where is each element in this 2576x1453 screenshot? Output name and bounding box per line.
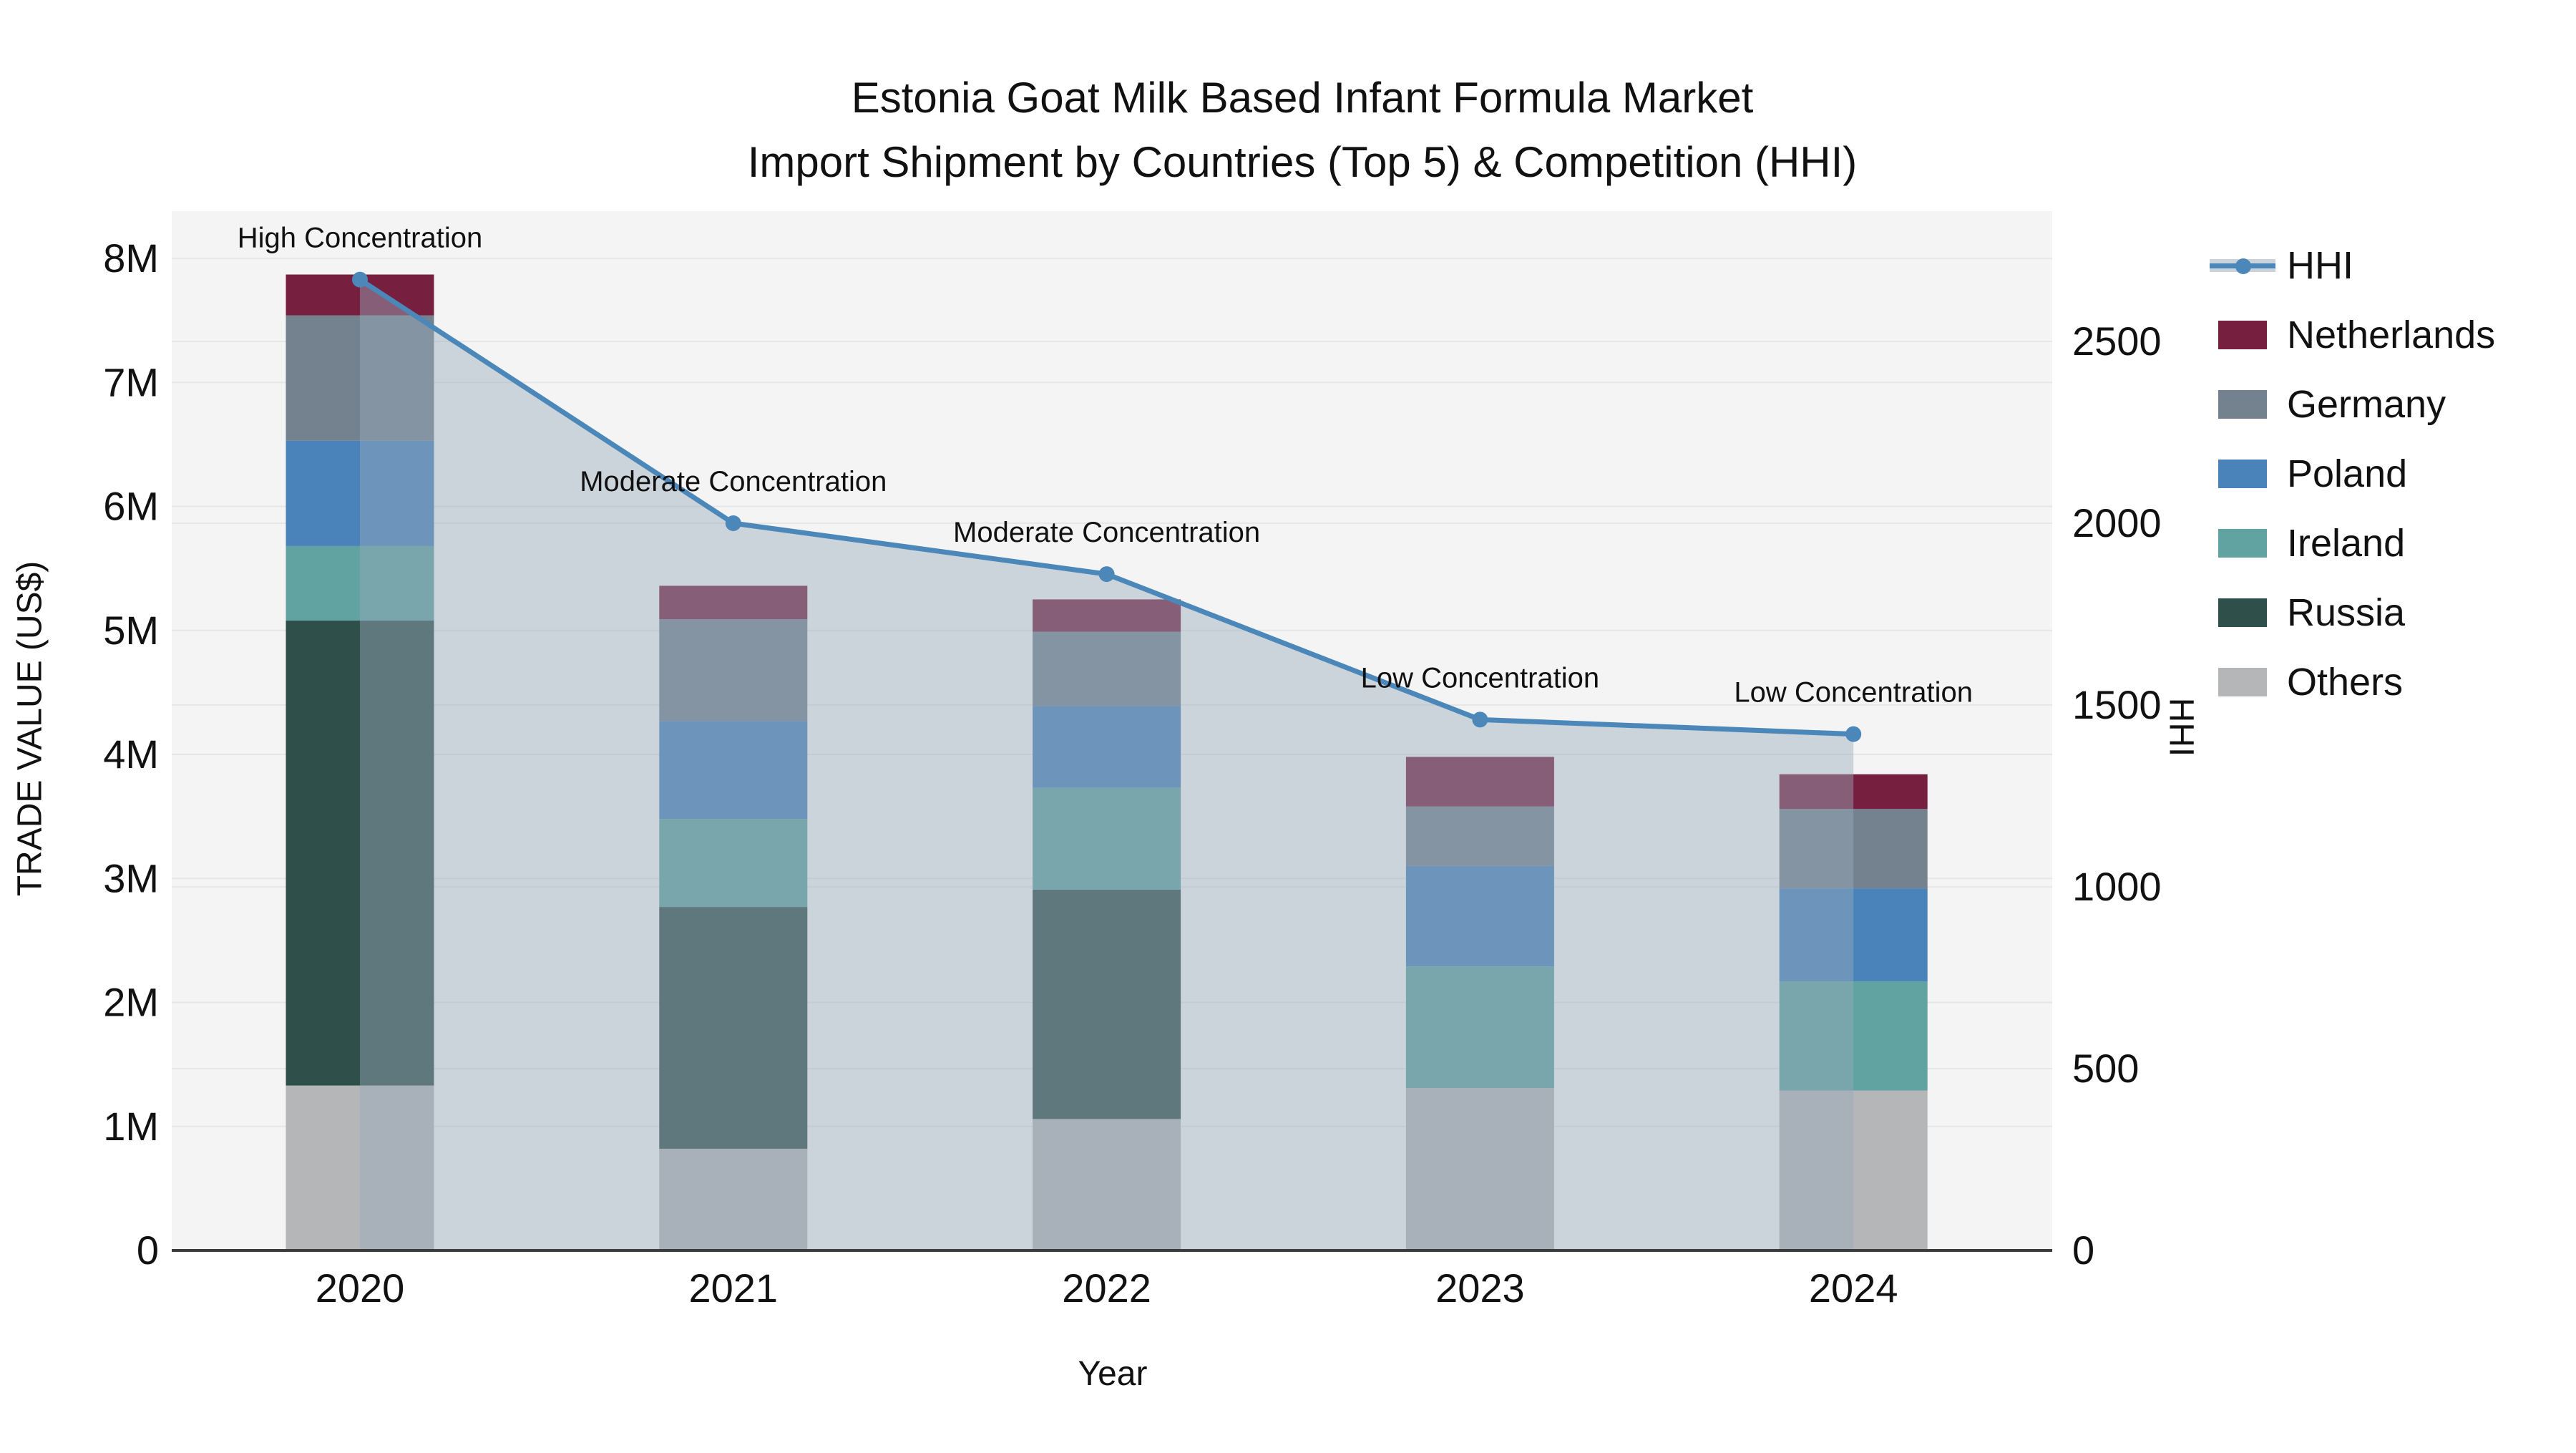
x-tick-2022: 2022: [1062, 1265, 1151, 1311]
legend-label: Poland: [2287, 452, 2408, 495]
bar-segment-netherlands-2022: [1033, 599, 1181, 632]
color-swatch-others: [2218, 667, 2267, 696]
bar-segment-others-2022: [1033, 1119, 1181, 1250]
bar-segment-germany-2021: [659, 619, 808, 721]
y-right-tick-0: 0: [2072, 1228, 2094, 1273]
annotation-2023: Low Concentration: [1361, 662, 1600, 694]
y-left-tick-0: 0: [137, 1228, 159, 1273]
bar-segment-germany-2023: [1405, 806, 1554, 866]
color-swatch-russia: [2218, 598, 2267, 627]
legend-item-poland: Poland: [2210, 439, 2495, 508]
bar-segment-poland-2021: [659, 721, 808, 820]
bar-segment-netherlands-2021: [659, 585, 808, 620]
annotation-2020: High Concentration: [238, 223, 482, 254]
legend-swatch-icon: [2210, 459, 2275, 488]
y-left-tick-4M: 4M: [103, 732, 159, 777]
bar-segment-ireland-2020: [286, 545, 434, 621]
y-left-tick-8M: 8M: [103, 235, 159, 281]
legend-swatch-icon: [2210, 598, 2275, 627]
chart-title-line2: Import Shipment by Countries (Top 5) & C…: [747, 138, 1858, 186]
bar-segment-ireland-2024: [1779, 981, 1928, 1091]
bar-segment-netherlands-2024: [1779, 774, 1928, 810]
y-axis-title-left: TRADE VALUE (US$): [11, 560, 49, 897]
y-right-tick-500: 500: [2072, 1046, 2139, 1091]
y-right-tick-1000: 1000: [2072, 864, 2162, 909]
y-right-tick-2000: 2000: [2072, 500, 2162, 545]
bar-segment-poland-2022: [1033, 706, 1181, 788]
legend-swatch-icon: [2210, 389, 2275, 419]
legend-item-germany: Germany: [2210, 369, 2495, 439]
bar-segment-russia-2020: [286, 620, 434, 1086]
bar-segment-poland-2024: [1779, 888, 1928, 982]
hhi-area-fill: [360, 279, 1854, 1250]
hhi-line-icon: [2210, 251, 2275, 280]
legend-label: Others: [2287, 660, 2404, 704]
color-swatch-poland: [2218, 459, 2267, 488]
hhi-marker-2020: [352, 271, 368, 288]
legend-item-russia: Russia: [2210, 578, 2495, 647]
hhi-marker-2021: [725, 515, 741, 531]
bar-segment-others-2021: [659, 1148, 808, 1250]
color-swatch-germany: [2218, 389, 2267, 419]
legend-label: Germany: [2287, 382, 2446, 426]
bar-segment-others-2024: [1779, 1090, 1928, 1250]
legend-label: Netherlands: [2287, 313, 2496, 356]
hhi-marker-2023: [1472, 711, 1488, 728]
bar-segment-germany-2024: [1779, 809, 1928, 889]
bar-segment-russia-2021: [659, 907, 808, 1149]
x-tick-2020: 2020: [316, 1265, 405, 1311]
legend-swatch-icon: [2210, 667, 2275, 696]
hhi-marker-2022: [1098, 566, 1115, 583]
legend-item-hhi: HHI: [2210, 230, 2495, 300]
legend-line-dot: [2235, 258, 2251, 274]
color-swatch-netherlands: [2218, 320, 2267, 349]
bar-segment-netherlands-2023: [1405, 757, 1554, 807]
y-right-tick-2500: 2500: [2072, 319, 2162, 364]
y-left-tick-3M: 3M: [103, 855, 159, 900]
legend-swatch-icon: [2210, 528, 2275, 558]
bar-segment-germany-2022: [1033, 631, 1181, 706]
legend-label: HHI: [2287, 243, 2353, 287]
y-left-tick-5M: 5M: [103, 608, 159, 653]
y-axis-title-right: HHI: [2162, 697, 2200, 757]
color-swatch-ireland: [2218, 528, 2267, 558]
legend-item-ireland: Ireland: [2210, 508, 2495, 578]
bar-segment-others-2020: [286, 1085, 434, 1250]
chart-title: Estonia Goat Milk Based Infant Formula M…: [29, 66, 2576, 195]
bar-segment-poland-2020: [286, 440, 434, 546]
bar-segment-poland-2023: [1405, 865, 1554, 967]
chart-title-line1: Estonia Goat Milk Based Infant Formula M…: [851, 74, 1754, 122]
hhi-line-sample: [2210, 251, 2275, 280]
x-tick-2023: 2023: [1435, 1265, 1525, 1311]
bar-segment-russia-2022: [1033, 889, 1181, 1119]
y-left-tick-2M: 2M: [103, 980, 159, 1025]
legend-item-others: Others: [2210, 647, 2495, 716]
x-tick-2024: 2024: [1809, 1265, 1898, 1311]
x-tick-2021: 2021: [689, 1265, 779, 1311]
legend-swatch-icon: [2210, 320, 2275, 349]
x-axis-title: Year: [1078, 1355, 1148, 1393]
annotation-2021: Moderate Concentration: [580, 466, 887, 497]
legend-label: Russia: [2287, 591, 2406, 634]
bar-segment-ireland-2023: [1405, 966, 1554, 1089]
bar-segment-others-2023: [1405, 1088, 1554, 1250]
y-right-tick-1500: 1500: [2072, 682, 2162, 727]
annotation-2024: Low Concentration: [1734, 677, 1973, 709]
hhi-marker-2024: [1845, 726, 1862, 742]
bar-segment-germany-2020: [286, 315, 434, 441]
legend-label: Ireland: [2287, 521, 2406, 565]
legend: HHI Netherlands Germany Poland Ireland Russia…: [2210, 230, 2495, 716]
legend-item-netherlands: Netherlands: [2210, 300, 2495, 369]
bar-segment-ireland-2022: [1033, 787, 1181, 890]
bar-segment-ireland-2021: [659, 819, 808, 908]
y-left-tick-6M: 6M: [103, 484, 159, 529]
y-left-tick-7M: 7M: [103, 359, 159, 404]
y-left-tick-1M: 1M: [103, 1104, 159, 1149]
annotation-2022: Moderate Concentration: [953, 517, 1260, 548]
